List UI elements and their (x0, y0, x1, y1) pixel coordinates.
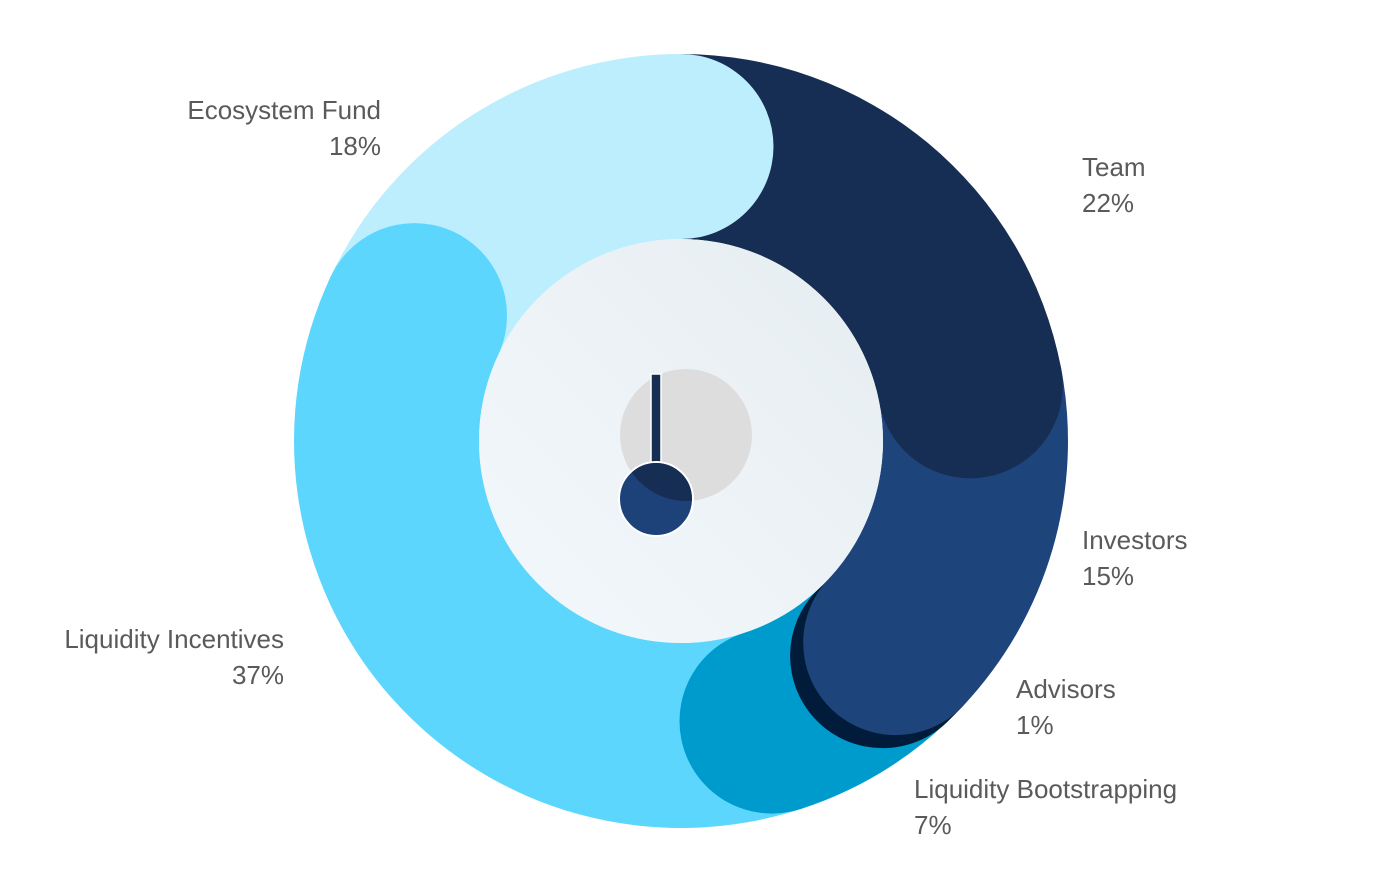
slice-label: Investors (1082, 525, 1188, 555)
slice-value: 1% (1016, 710, 1054, 740)
label-team: Team 22% (1082, 149, 1146, 221)
token-icon (618, 369, 752, 537)
slice-label: Ecosystem Fund (187, 95, 381, 125)
label-advisors: Advisors 1% (1016, 671, 1116, 743)
slice-cap-investors (803, 550, 989, 736)
slice-liquidity-incentives (293, 276, 801, 829)
slice-label: Liquidity Bootstrapping (914, 774, 1178, 804)
label-liquidity-incentives: Liquidity Incentives 37% (64, 621, 284, 693)
label-ecosystem-fund: Ecosystem Fund 18% (187, 92, 381, 164)
slice-label: Advisors (1016, 674, 1116, 704)
slice-value: 7% (914, 810, 952, 840)
slice-value: 15% (1082, 561, 1135, 591)
slice-value: 22% (1082, 188, 1135, 218)
slice-cap-team (877, 293, 1063, 479)
slice-value: 37% (231, 660, 284, 690)
slice-cap-liquidity-incentives (322, 223, 508, 409)
label-investors: Investors 15% (1082, 522, 1188, 594)
label-liquidity-bootstrapping: Liquidity Bootstrapping 7% (914, 771, 1177, 843)
slice-value: 18% (328, 131, 381, 161)
slice-label: Team (1082, 152, 1146, 182)
slice-cap-ecosystem-fund (588, 54, 774, 239)
slice-label: Liquidity Incentives (64, 624, 284, 654)
